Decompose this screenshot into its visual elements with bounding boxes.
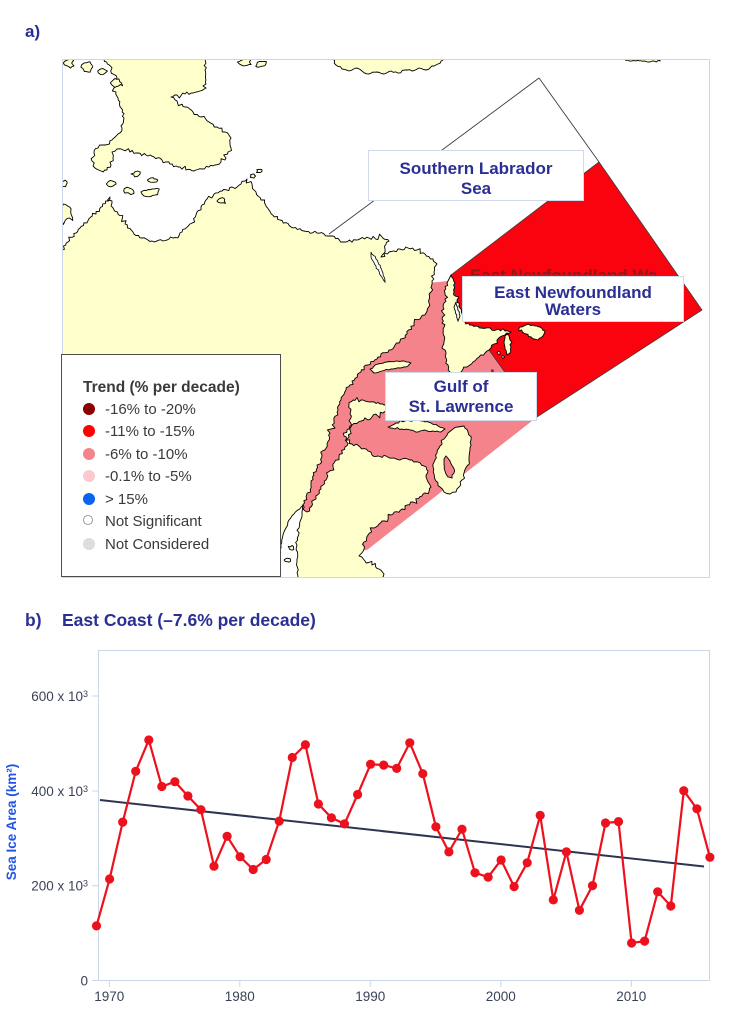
- svg-text:600 x 103: 600 x 103: [31, 689, 88, 704]
- svg-text:1970: 1970: [94, 989, 124, 1004]
- svg-text:Sea Ice Area (km²): Sea Ice Area (km²): [4, 764, 19, 881]
- svg-text:0: 0: [80, 974, 88, 989]
- svg-text:1990: 1990: [355, 989, 385, 1004]
- svg-text:2010: 2010: [616, 989, 646, 1004]
- svg-text:1980: 1980: [225, 989, 255, 1004]
- svg-text:2000: 2000: [486, 989, 516, 1004]
- svg-text:400 x 103: 400 x 103: [31, 784, 88, 799]
- svg-text:200 x 103: 200 x 103: [31, 879, 88, 894]
